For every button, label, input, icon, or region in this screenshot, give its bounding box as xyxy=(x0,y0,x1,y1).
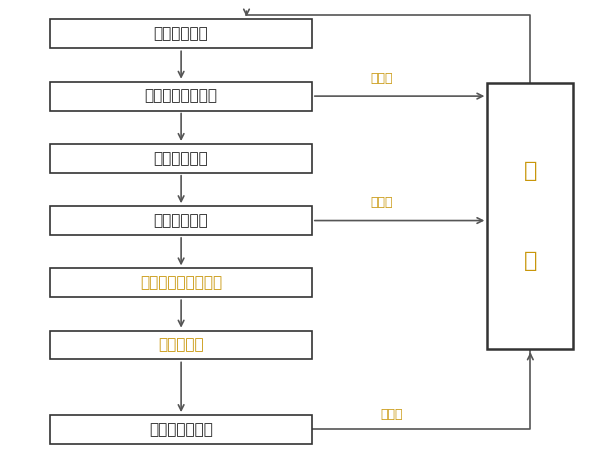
Text: 回: 回 xyxy=(524,252,537,271)
Text: 班组技术人员自检: 班组技术人员自检 xyxy=(145,89,218,104)
Text: 不合格: 不合格 xyxy=(380,408,403,421)
Bar xyxy=(50,206,312,235)
Text: 不合格: 不合格 xyxy=(370,72,393,85)
Text: 下一道工序: 下一道工序 xyxy=(158,338,204,352)
Bar xyxy=(50,268,312,297)
Bar xyxy=(50,19,312,48)
Bar xyxy=(50,144,312,173)
Bar xyxy=(487,83,574,350)
Text: 填报《质检通知单》: 填报《质检通知单》 xyxy=(140,275,222,290)
Text: 填报自检表格: 填报自检表格 xyxy=(154,151,208,166)
Bar xyxy=(50,415,312,444)
Bar xyxy=(50,331,312,360)
Bar xyxy=(50,81,312,111)
Text: 监理工程师验收: 监理工程师验收 xyxy=(149,422,213,437)
Text: 不合格: 不合格 xyxy=(370,197,393,209)
Text: 单项工序完成: 单项工序完成 xyxy=(154,27,208,41)
Text: 质检人员复检: 质检人员复检 xyxy=(154,213,208,228)
Text: 返: 返 xyxy=(524,161,537,181)
